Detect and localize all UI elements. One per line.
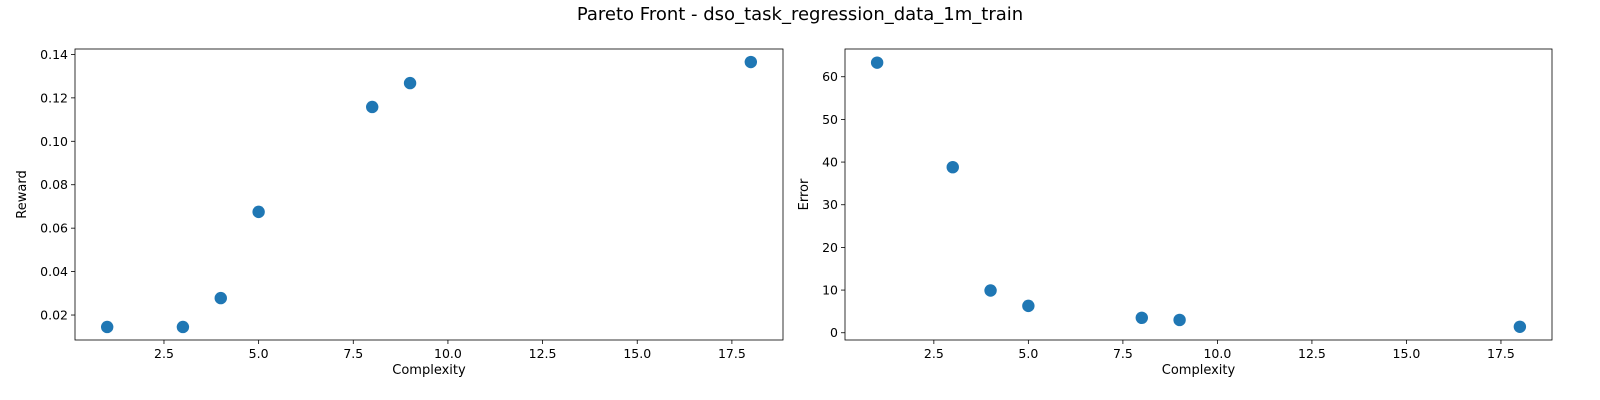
error-xtick-label: 5.0	[1018, 346, 1038, 361]
error-ytick-label: 40	[822, 155, 838, 170]
reward-xtick-label: 10.0	[434, 346, 462, 361]
error-ytick-label: 30	[822, 197, 838, 212]
reward-point	[366, 100, 379, 114]
reward-xtick-label: 2.5	[154, 346, 174, 361]
reward-axes-frame	[74, 48, 784, 341]
reward-point	[100, 320, 114, 334]
error-point	[984, 284, 997, 297]
reward-ylabel: Reward	[15, 170, 30, 218]
reward-plot: 2.5 5.0 7.5 10.0 12.5 15.0 17.5 0.02 0.04 0.06 0.0…	[15, 47, 784, 378]
figure-title: Pareto Front - dso_task_regression_data_…	[576, 4, 1024, 25]
error-ytick-label: 60	[822, 69, 838, 84]
reward-point	[744, 55, 758, 69]
error-xtick-label: 7.5	[1113, 346, 1133, 361]
error-xtick-label: 12.5	[1298, 346, 1326, 361]
reward-xtick-label: 17.5	[718, 346, 746, 361]
reward-point	[252, 205, 265, 219]
reward-point	[214, 291, 227, 305]
error-ylabel: Error	[797, 178, 812, 210]
reward-xlabel: Complexity	[392, 363, 466, 378]
reward-point	[403, 76, 417, 90]
reward-ytick-label: 0.12	[40, 90, 68, 105]
reward-xtick-label: 7.5	[343, 346, 363, 361]
error-point	[1513, 320, 1527, 333]
error-xtick-label: 2.5	[924, 346, 944, 361]
error-xtick-label: 10.0	[1203, 346, 1231, 361]
reward-ytick-label: 0.02	[40, 308, 68, 323]
error-point	[870, 56, 884, 69]
reward-ytick-label: 0.06	[40, 221, 68, 236]
error-point	[1173, 313, 1186, 327]
reward-ytick-label: 0.04	[40, 264, 68, 279]
error-axes-frame	[844, 48, 1553, 341]
error-point	[946, 160, 959, 174]
error-plot: 2.5 5.0 7.5 10.0 12.5 15.0 17.5 0 10 20 30 40 50 60 Co…	[797, 48, 1553, 378]
error-xtick-label: 17.5	[1487, 346, 1515, 361]
reward-ytick-label: 0.10	[40, 134, 68, 149]
error-ytick-label: 10	[822, 283, 838, 298]
reward-xtick-label: 12.5	[529, 346, 557, 361]
error-point	[1022, 299, 1035, 313]
error-ytick-label: 20	[822, 240, 838, 255]
reward-xtick-label: 15.0	[623, 346, 651, 361]
error-point	[1135, 311, 1148, 325]
reward-point	[176, 320, 190, 334]
error-ytick-label: 0	[830, 325, 838, 340]
error-ytick-label: 50	[822, 112, 838, 127]
error-xtick-label: 15.0	[1393, 346, 1421, 361]
reward-xtick-label: 5.0	[249, 346, 269, 361]
reward-ytick-label: 0.14	[40, 47, 68, 62]
reward-ytick-label: 0.08	[40, 177, 68, 192]
error-xlabel: Complexity	[1162, 363, 1236, 378]
